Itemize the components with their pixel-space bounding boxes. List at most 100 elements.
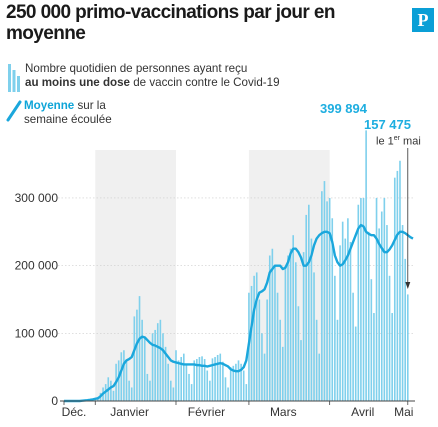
y-tick-label: 300 000	[15, 191, 59, 205]
daily-bar	[182, 353, 185, 401]
daily-bar	[110, 380, 112, 401]
daily-bar	[250, 285, 253, 401]
daily-bar	[190, 384, 193, 401]
daily-bar	[162, 333, 164, 401]
daily-bar	[258, 299, 261, 401]
daily-bar	[396, 170, 399, 401]
legend-bars-label: Nombre quotidien de personnes ayant reçu…	[25, 62, 355, 90]
legend-line-icon	[6, 100, 22, 122]
daily-bar	[216, 354, 219, 401]
daily-bar	[245, 384, 248, 401]
y-tick-label: 200 000	[15, 259, 59, 273]
daily-bar	[289, 248, 292, 401]
daily-bar	[399, 160, 401, 401]
daily-bar	[328, 197, 331, 401]
daily-bar	[326, 201, 328, 401]
daily-bar	[198, 357, 201, 401]
daily-bar	[331, 218, 334, 401]
daily-bar	[362, 197, 365, 401]
daily-bar	[177, 360, 180, 401]
daily-bar	[297, 306, 300, 401]
daily-bar	[156, 323, 159, 401]
daily-bar	[349, 241, 352, 401]
daily-bar	[237, 360, 240, 401]
daily-bar	[172, 387, 175, 401]
daily-bar	[263, 353, 266, 401]
daily-bar	[268, 255, 271, 401]
daily-bar	[318, 353, 321, 401]
daily-bar	[146, 373, 149, 401]
may-value: 157 475	[364, 117, 411, 132]
x-tick-label: Avril	[351, 405, 374, 419]
daily-bar	[117, 360, 120, 401]
may-date-sup: er	[393, 135, 400, 142]
daily-bar	[232, 365, 235, 401]
daily-bar	[206, 370, 209, 401]
x-tick-label: Mai	[394, 405, 413, 419]
daily-bar	[352, 292, 354, 401]
daily-bar	[365, 130, 367, 401]
daily-bar	[354, 326, 357, 401]
daily-bar	[271, 248, 274, 401]
daily-bar	[378, 228, 380, 401]
daily-bar	[401, 225, 404, 401]
daily-bar	[128, 380, 130, 401]
daily-bar	[120, 352, 123, 401]
daily-bars	[81, 130, 409, 401]
daily-bar	[375, 197, 378, 401]
daily-bar	[406, 294, 409, 401]
chart-title: 250 000 primo-vaccinations par jour en m…	[6, 2, 335, 44]
may-annotation: 157 475 le 1er mai	[364, 118, 421, 149]
daily-bar	[253, 275, 255, 401]
daily-bar	[133, 316, 136, 401]
daily-bar	[344, 238, 347, 401]
daily-bar	[284, 265, 287, 401]
month-shade-1	[248, 150, 330, 401]
daily-bar	[367, 231, 370, 401]
daily-bar	[159, 319, 162, 401]
daily-bar	[141, 319, 143, 401]
daily-bar	[323, 181, 326, 401]
daily-bar	[211, 358, 214, 401]
daily-bar	[123, 350, 125, 401]
daily-bar	[313, 272, 315, 401]
daily-bar	[203, 359, 206, 401]
daily-bar	[201, 356, 203, 401]
daily-bar	[125, 360, 128, 401]
legend-line-label: Moyenne sur la semaine écoulée	[24, 99, 134, 127]
x-tick-label: Février	[188, 405, 225, 419]
daily-bar	[383, 197, 386, 401]
x-tick-labels: Déc. Janvier Février Mars Avril Mai	[62, 401, 413, 419]
daily-bar	[308, 204, 310, 401]
daily-bar	[347, 218, 349, 401]
daily-bar	[222, 361, 224, 401]
legend-line-rest: sur la semaine écoulée	[24, 99, 112, 126]
parisien-logo-icon: P	[412, 8, 434, 32]
daily-bar	[149, 380, 151, 401]
daily-bar	[112, 390, 115, 401]
peak-annotation: 399 894	[320, 101, 367, 116]
daily-bar	[287, 255, 289, 401]
month-shade-0	[95, 150, 176, 401]
daily-bar	[305, 214, 308, 401]
daily-bar	[255, 272, 258, 401]
daily-bar	[154, 329, 156, 401]
daily-bar	[138, 296, 141, 401]
daily-bar	[281, 346, 284, 401]
daily-bar	[341, 221, 344, 401]
x-tick-label: Janvier	[110, 405, 149, 419]
daily-bar	[357, 204, 360, 401]
daily-bar	[196, 359, 198, 401]
daily-bar	[229, 367, 232, 401]
daily-bar	[360, 197, 362, 401]
daily-bar	[188, 373, 190, 401]
daily-bar	[235, 363, 237, 401]
daily-bar	[370, 279, 373, 401]
daily-bar	[242, 370, 245, 401]
daily-bar	[227, 387, 229, 401]
may-arrow-head	[405, 282, 411, 289]
daily-bar	[151, 333, 154, 401]
daily-bar	[334, 275, 336, 401]
y-tick-label: 100 000	[15, 326, 59, 340]
